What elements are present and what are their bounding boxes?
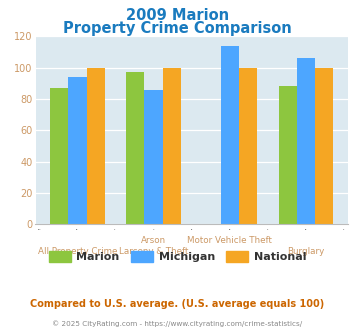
Bar: [163, 68, 181, 224]
Bar: [68, 77, 87, 224]
Bar: [239, 68, 257, 224]
Text: Arson: Arson: [141, 236, 166, 245]
Bar: [126, 72, 144, 224]
Text: Motor Vehicle Theft: Motor Vehicle Theft: [187, 236, 272, 245]
Text: Burglary: Burglary: [287, 247, 324, 256]
Bar: [87, 68, 105, 224]
Text: All Property Crime: All Property Crime: [38, 247, 117, 256]
Bar: [50, 88, 68, 224]
Bar: [279, 86, 297, 224]
Text: 2009 Marion: 2009 Marion: [126, 8, 229, 23]
Bar: [315, 68, 333, 224]
Text: Property Crime Comparison: Property Crime Comparison: [63, 21, 292, 36]
Text: © 2025 CityRating.com - https://www.cityrating.com/crime-statistics/: © 2025 CityRating.com - https://www.city…: [53, 320, 302, 327]
Text: Larceny & Theft: Larceny & Theft: [119, 247, 188, 256]
Bar: [297, 58, 315, 224]
Bar: [144, 90, 163, 224]
Legend: Marion, Michigan, National: Marion, Michigan, National: [44, 247, 311, 267]
Bar: [221, 46, 239, 224]
Text: Compared to U.S. average. (U.S. average equals 100): Compared to U.S. average. (U.S. average …: [31, 299, 324, 309]
